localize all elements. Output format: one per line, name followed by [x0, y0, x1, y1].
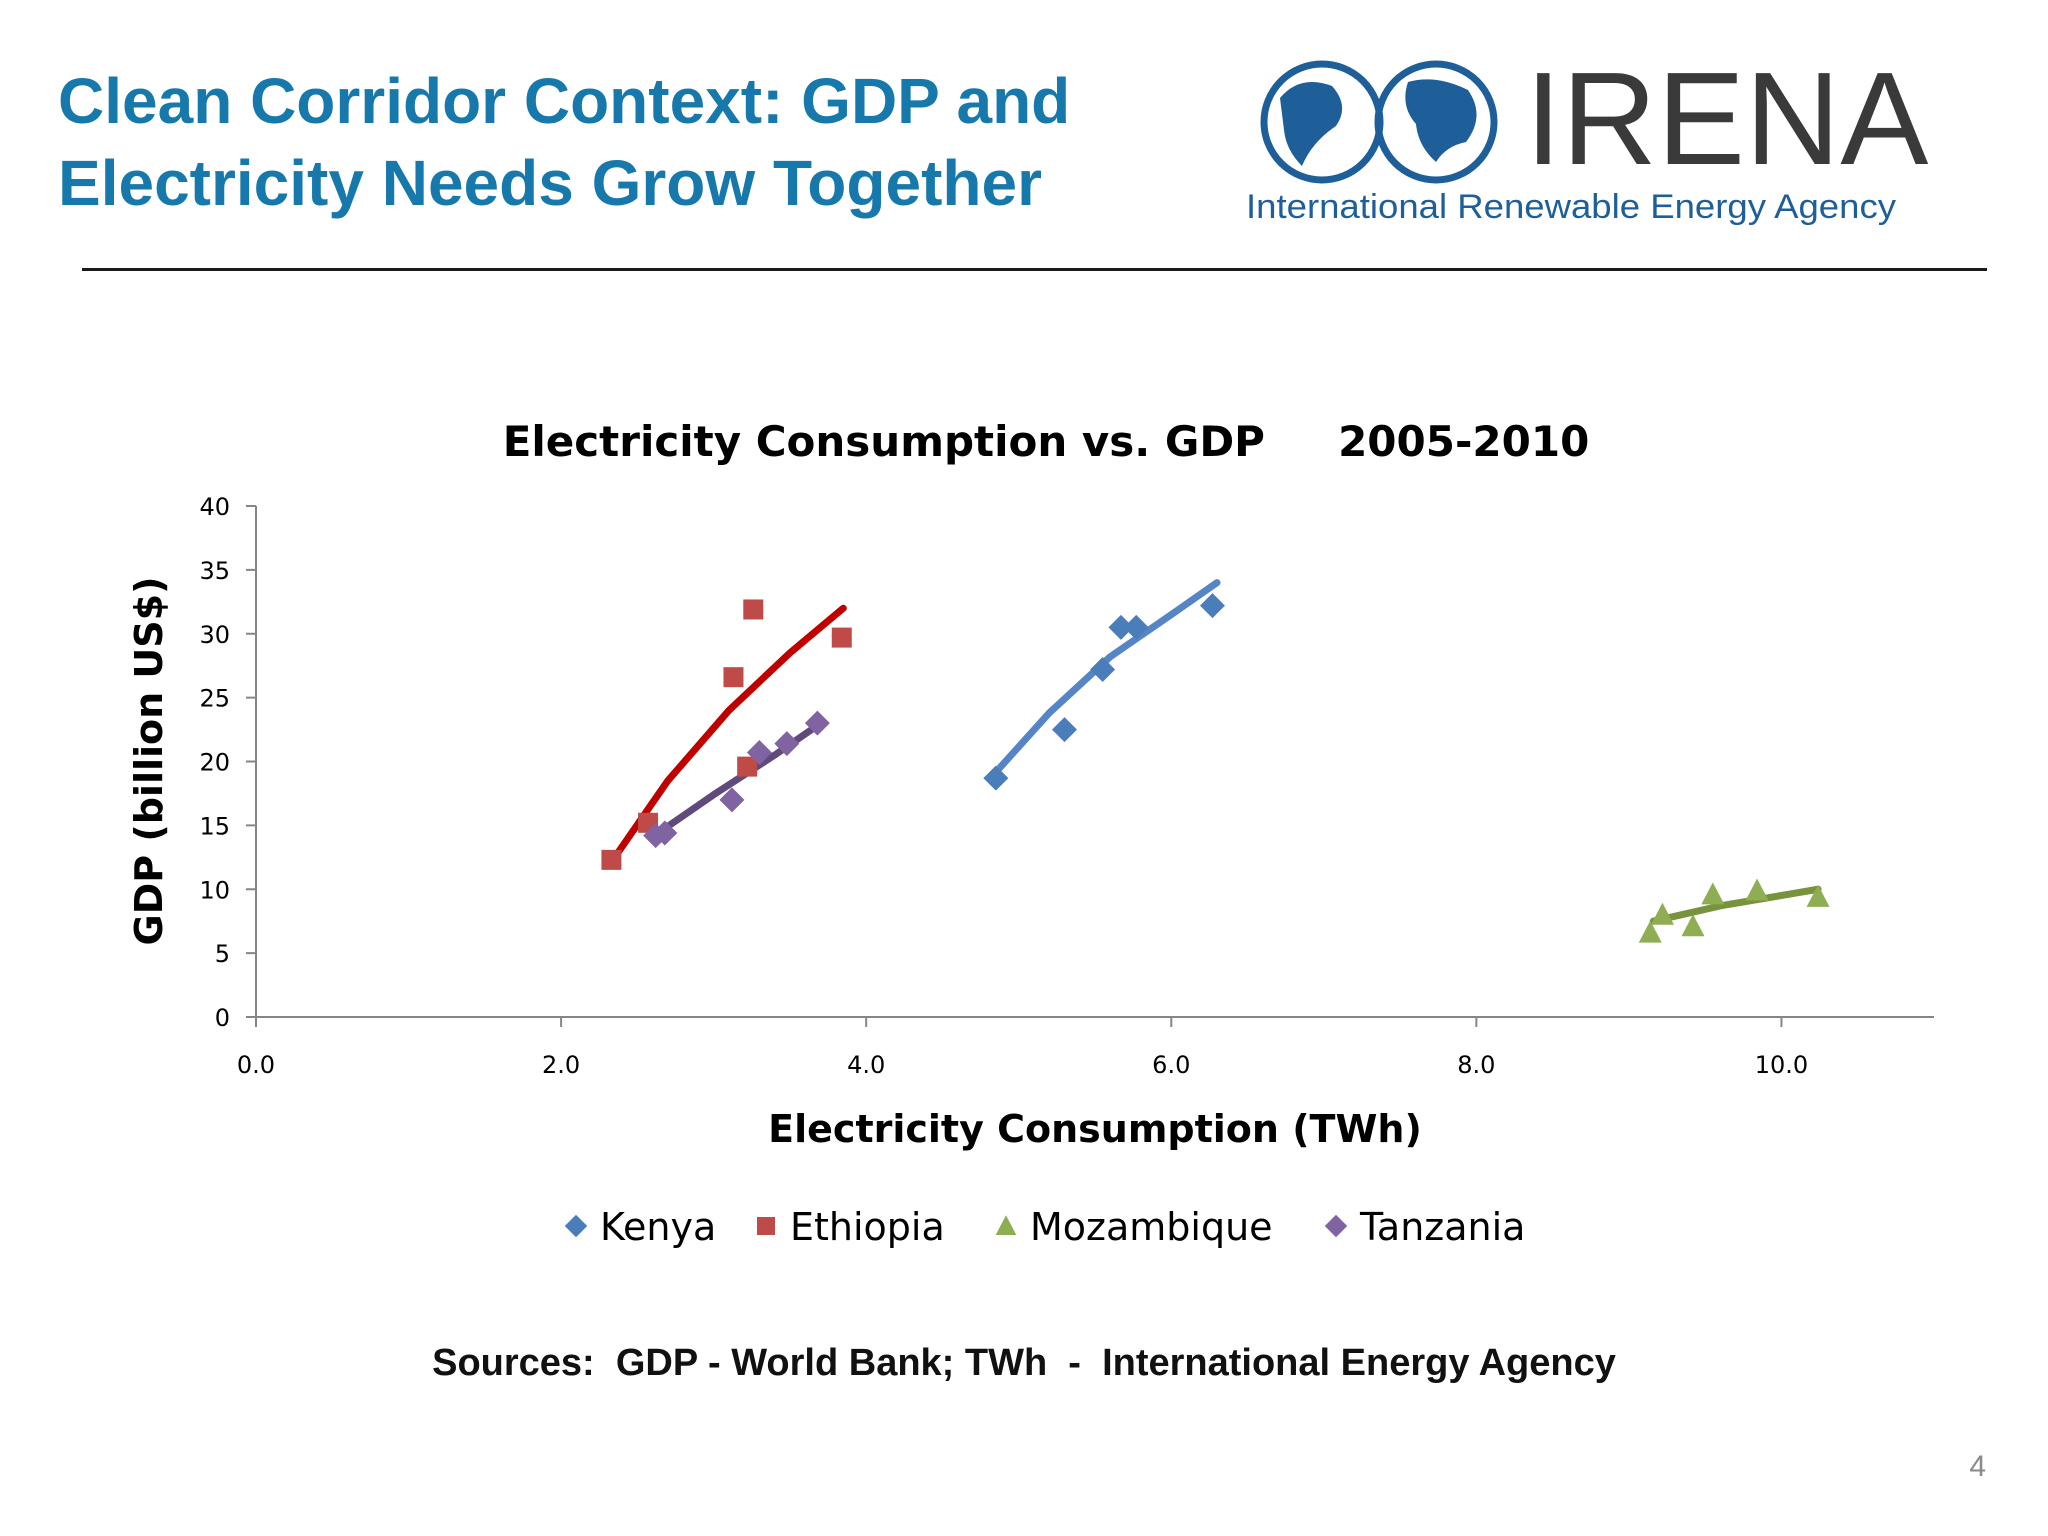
legend-kenya-marker [564, 1214, 588, 1238]
y-axis-ticks: 0 5 10 15 20 25 30 35 40 [199, 493, 256, 1032]
legend-tanzania-label: Tanzania [1359, 1205, 1525, 1249]
x-tick-label: 10.0 [1755, 1051, 1808, 1079]
data-points [601, 593, 1830, 943]
y-tick-label: 15 [199, 812, 230, 840]
mozambique-data-point [1745, 878, 1769, 901]
tanzania-data-point [774, 731, 800, 757]
ethiopia-trend-line [609, 604, 847, 864]
mozambique-data-point [1806, 884, 1830, 907]
ethiopia-data-point [737, 756, 758, 777]
irena-tagline: International Renewable Energy Agency [1246, 188, 1896, 226]
y-tick-label: 20 [199, 749, 230, 777]
legend-mozambique-label: Mozambique [1030, 1205, 1273, 1249]
slide-title: Clean Corridor Context: GDP and Electric… [58, 60, 1070, 224]
x-axis-label: Electricity Consumption (TWh) [768, 1107, 1422, 1151]
tanzania-data-point [746, 740, 772, 766]
y-tick-label: 25 [199, 685, 230, 713]
mozambique-trend-line [1649, 885, 1822, 925]
mozambique-data-point [1681, 914, 1705, 937]
legend-kenya-label: Kenya [600, 1205, 716, 1249]
y-tick-label: 0 [215, 1004, 230, 1032]
chart-title: Electricity Consumption vs. GDP 2005-201… [503, 417, 1590, 466]
ethiopia-data-point [831, 627, 852, 648]
kenya-data-point [983, 765, 1009, 791]
x-axis-ticks: 0.0 2.0 4.0 6.0 8.0 10.0 [237, 1017, 1808, 1079]
x-tick-label: 8.0 [1457, 1051, 1495, 1079]
sources-note: Sources: GDP - World Bank; TWh - Interna… [432, 1342, 1616, 1384]
y-tick-label: 30 [199, 621, 230, 649]
tanzania-data-point [804, 710, 830, 736]
legend-mozambique-marker [995, 1215, 1017, 1235]
page-number: 4 [1969, 1450, 1986, 1483]
mozambique-data-point [1638, 920, 1662, 943]
kenya-data-point [1108, 614, 1134, 640]
chart-legend: Kenya Ethiopia Mozambique Tanzania [564, 1205, 1525, 1249]
y-tick-label: 5 [215, 940, 230, 968]
legend-ethiopia-marker [757, 1217, 775, 1235]
scatter-chart: Electricity Consumption vs. GDP 2005-201… [127, 417, 1934, 1249]
x-tick-label: 6.0 [1152, 1051, 1190, 1079]
x-tick-label: 2.0 [542, 1051, 580, 1079]
x-tick-label: 0.0 [237, 1051, 275, 1079]
irena-wordmark: IRENA [1525, 46, 1928, 192]
y-tick-label: 40 [199, 493, 230, 521]
kenya-data-point [1123, 614, 1149, 640]
tanzania-data-point [719, 787, 745, 813]
legend-ethiopia-label: Ethiopia [790, 1205, 945, 1249]
legend-tanzania-marker [1324, 1214, 1348, 1238]
kenya-trend-line [989, 579, 1221, 780]
x-tick-label: 4.0 [847, 1051, 885, 1079]
mozambique-data-point [1650, 902, 1674, 925]
title-divider [82, 268, 1987, 271]
slide-title-line-2: Electricity Needs Grow Together [58, 147, 1042, 219]
y-axis-label: GDP (billion US$) [127, 577, 171, 946]
slide-title-line-1: Clean Corridor Context: GDP and [58, 65, 1071, 137]
mozambique-data-point [1701, 882, 1725, 905]
ethiopia-data-point [723, 667, 744, 688]
trend-lines [609, 579, 1822, 925]
irena-logo: IRENA International Renewable Energy Age… [1246, 46, 1928, 226]
y-tick-label: 35 [199, 557, 230, 585]
kenya-data-point [1199, 593, 1225, 619]
globe-infinity-icon [1260, 60, 1498, 184]
ethiopia-data-point [743, 599, 764, 620]
tanzania-data-point [652, 820, 678, 846]
kenya-data-point [1051, 717, 1077, 743]
kenya-data-point [1090, 657, 1116, 683]
ethiopia-data-point [601, 849, 622, 870]
y-tick-label: 10 [199, 876, 230, 904]
